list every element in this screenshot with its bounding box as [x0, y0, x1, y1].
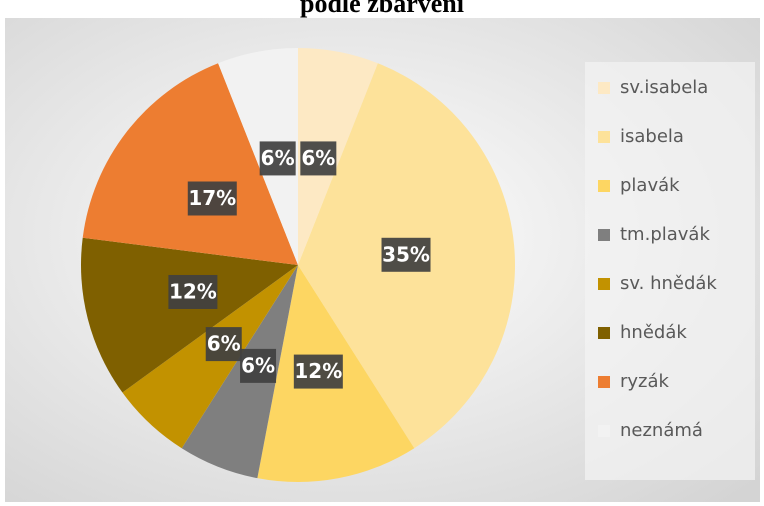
pie-slice — [218, 48, 298, 265]
data-label: 6% — [261, 146, 295, 170]
data-label: 17% — [188, 186, 236, 210]
data-label-box — [168, 274, 218, 309]
data-label: 6% — [241, 353, 275, 377]
legend-swatch — [598, 278, 610, 290]
chart-title: podle zbarvení — [300, 0, 465, 18]
legend-swatch — [598, 425, 610, 437]
data-label-box — [381, 237, 431, 272]
data-label: 12% — [294, 359, 342, 383]
legend-label: sv. hnědák — [620, 273, 717, 294]
pie-slice — [82, 63, 298, 266]
pie-slice — [298, 48, 378, 265]
legend-swatch — [598, 82, 610, 94]
legend-box — [585, 62, 755, 480]
legend-label: plavák — [620, 175, 680, 196]
data-label-box — [259, 141, 296, 176]
pie-slice — [81, 237, 299, 393]
legend-label: hnědák — [620, 322, 687, 343]
legend-label: isabela — [620, 126, 684, 147]
legend-label: neznámá — [620, 420, 703, 441]
legend-swatch — [598, 229, 610, 241]
data-label-box — [187, 181, 237, 216]
legend-label: tm.plavák — [620, 224, 710, 245]
data-label-box — [300, 141, 337, 176]
legend-label: sv.isabela — [620, 77, 708, 98]
data-label-box — [293, 354, 343, 389]
data-label: 6% — [301, 146, 335, 170]
data-label-box — [240, 348, 277, 383]
data-label: 35% — [382, 242, 430, 266]
legend-swatch — [598, 131, 610, 143]
data-label-box — [205, 327, 242, 362]
legend-swatch — [598, 180, 610, 192]
data-label: 6% — [207, 332, 241, 356]
pie-slice — [181, 265, 298, 479]
data-label: 12% — [169, 279, 217, 303]
legend-swatch — [598, 376, 610, 388]
legend-label: ryzák — [620, 371, 670, 392]
legend-swatch — [598, 327, 610, 339]
